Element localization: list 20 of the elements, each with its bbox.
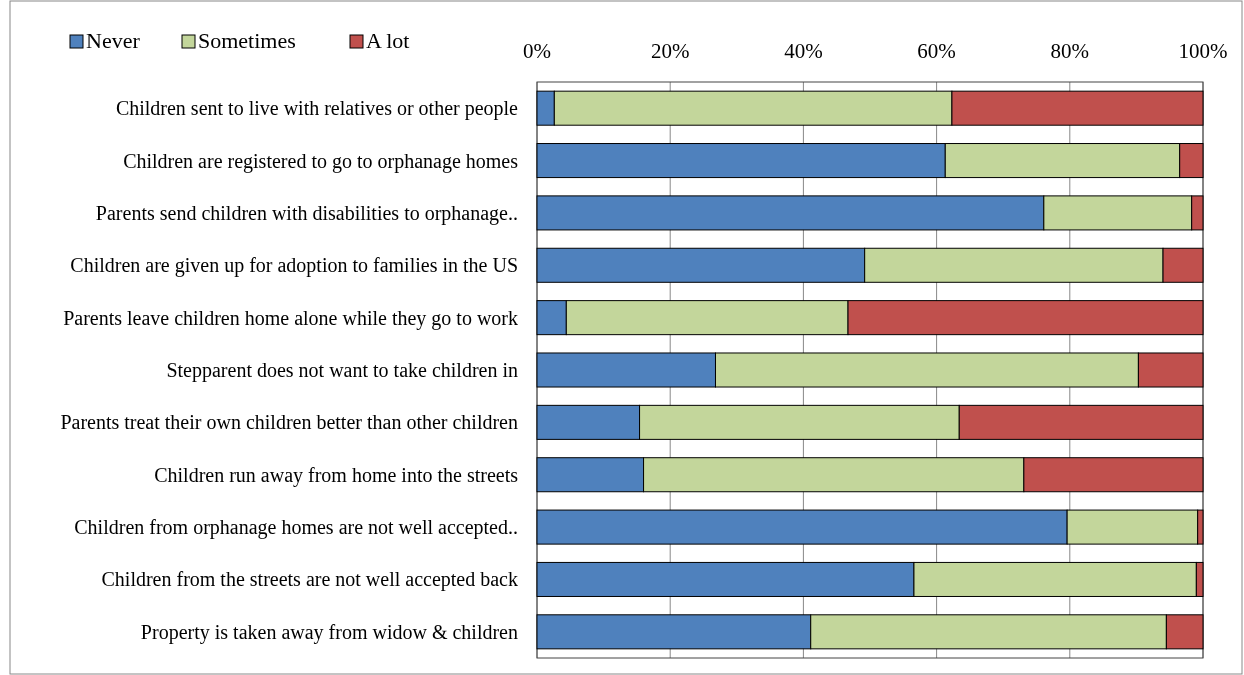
legend-label: Sometimes xyxy=(198,28,296,53)
y-tick-label: Parents send children with disabilities to orphanage.. xyxy=(95,201,518,225)
y-tick-label: Property is taken away from widow & children xyxy=(140,620,518,644)
x-tick-label: 60% xyxy=(917,39,956,63)
x-tick-label: 80% xyxy=(1050,39,1090,63)
y-tick-label: Parents leave children home alone while they go to work xyxy=(63,306,518,330)
legend-label: A lot xyxy=(366,28,410,53)
y-tick-label: Parents treat their own children better than other children xyxy=(60,411,518,434)
x-tick-label: 20% xyxy=(650,39,690,63)
x-tick-label: 0% xyxy=(523,39,551,63)
y-tick-label: Children from the streets are not well accepted back xyxy=(101,568,518,592)
y-tick-label: Stepparent does not want to take children in xyxy=(166,359,518,382)
y-tick-label: Children are registered to go to orphanage homes xyxy=(123,149,519,173)
y-tick-label: Children run away from home into the streets xyxy=(154,463,519,487)
y-tick-label: Children are given up for adoption to families in the US xyxy=(70,254,518,278)
x-tick-label: 40% xyxy=(784,39,823,63)
legend-label: Never xyxy=(86,28,141,53)
y-tick-label: Children from orphanage homes are not well accepted.. xyxy=(74,516,518,540)
x-tick-label: 100% xyxy=(1178,39,1228,63)
y-tick-label: Children sent to live with relatives or other people xyxy=(115,97,519,121)
